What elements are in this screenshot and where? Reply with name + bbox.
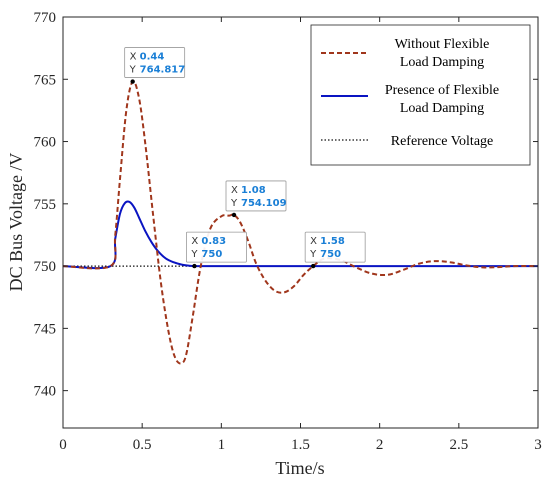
datatip-marker bbox=[310, 263, 316, 269]
datatip-x-value: 1.58 bbox=[320, 236, 345, 247]
y-tick-label: 770 bbox=[34, 10, 57, 26]
datatip-y-label: Y bbox=[129, 65, 137, 76]
y-axis: 740 745 750 755 760 765 770 bbox=[34, 10, 538, 400]
datatip-x-value: 0.83 bbox=[201, 236, 226, 247]
datatip-x-label: X bbox=[191, 236, 198, 247]
datatip-marker bbox=[192, 263, 197, 269]
datatip-y-value: 764.817 bbox=[140, 65, 186, 76]
datatip: X 0.83Y 750 bbox=[186, 231, 247, 269]
x-tick-label: 0.5 bbox=[133, 437, 152, 453]
legend-label-with-damping-line2: Load Damping bbox=[400, 101, 484, 116]
datatip-marker bbox=[231, 212, 237, 218]
x-tick-label: 0 bbox=[59, 437, 67, 453]
datatip-box bbox=[124, 47, 186, 78]
legend-label-without-damping-line2: Load Damping bbox=[400, 55, 484, 70]
y-tick-label: 755 bbox=[34, 197, 57, 213]
x-axis-title: Time/s bbox=[275, 458, 324, 478]
datatip-y-value: 754.109 bbox=[241, 198, 287, 209]
legend-label-reference: Reference Voltage bbox=[391, 134, 494, 149]
series-line-without-damping bbox=[62, 80, 539, 365]
y-tick-label: 760 bbox=[34, 135, 57, 151]
x-tick-label: 1.5 bbox=[291, 437, 310, 453]
x-tick-label: 2 bbox=[376, 437, 384, 453]
datatip-y-value: 750 bbox=[320, 249, 341, 260]
datatip: X 1.58Y 750 bbox=[304, 231, 366, 269]
datatip-y-label: Y bbox=[309, 249, 317, 260]
datatip: X 1.08Y 754.109 bbox=[225, 180, 287, 218]
datatip-box bbox=[186, 231, 247, 263]
series-line-with-damping bbox=[62, 200, 538, 270]
y-tick-label: 765 bbox=[34, 72, 57, 88]
datatip-x-value: 1.08 bbox=[241, 185, 266, 196]
datatip-y-label: Y bbox=[230, 198, 238, 209]
datatip-marker bbox=[130, 79, 135, 84]
legend-label-with-damping-line1: Presence of Flexible bbox=[385, 83, 499, 98]
datatip-y-label: Y bbox=[190, 249, 198, 260]
datatip-box bbox=[225, 180, 287, 212]
x-tick-label: 3 bbox=[534, 437, 542, 453]
datatip-x-label: X bbox=[310, 236, 317, 247]
legend-label-without-damping-line1: Without Flexible bbox=[395, 37, 490, 52]
datatip-x-label: X bbox=[130, 52, 137, 63]
y-axis-title: DC Bus Voltage /V bbox=[6, 153, 26, 292]
y-tick-label: 745 bbox=[34, 321, 57, 337]
legend: Without Flexible Load Damping Presence o… bbox=[310, 24, 531, 166]
datatip-x-value: 0.44 bbox=[140, 52, 165, 63]
datatip-y-value: 750 bbox=[201, 249, 222, 260]
datatip-box bbox=[304, 231, 366, 263]
y-tick-label: 750 bbox=[34, 259, 57, 275]
datatip: X 0.44Y 764.817 bbox=[124, 47, 186, 84]
datatip-x-label: X bbox=[231, 185, 238, 196]
x-axis: 0 0.5 1 1.5 2 2.5 3 bbox=[59, 17, 542, 453]
x-tick-label: 1 bbox=[218, 437, 226, 453]
y-tick-label: 740 bbox=[34, 384, 57, 400]
x-tick-label: 2.5 bbox=[449, 437, 468, 453]
series-layer bbox=[62, 80, 539, 365]
